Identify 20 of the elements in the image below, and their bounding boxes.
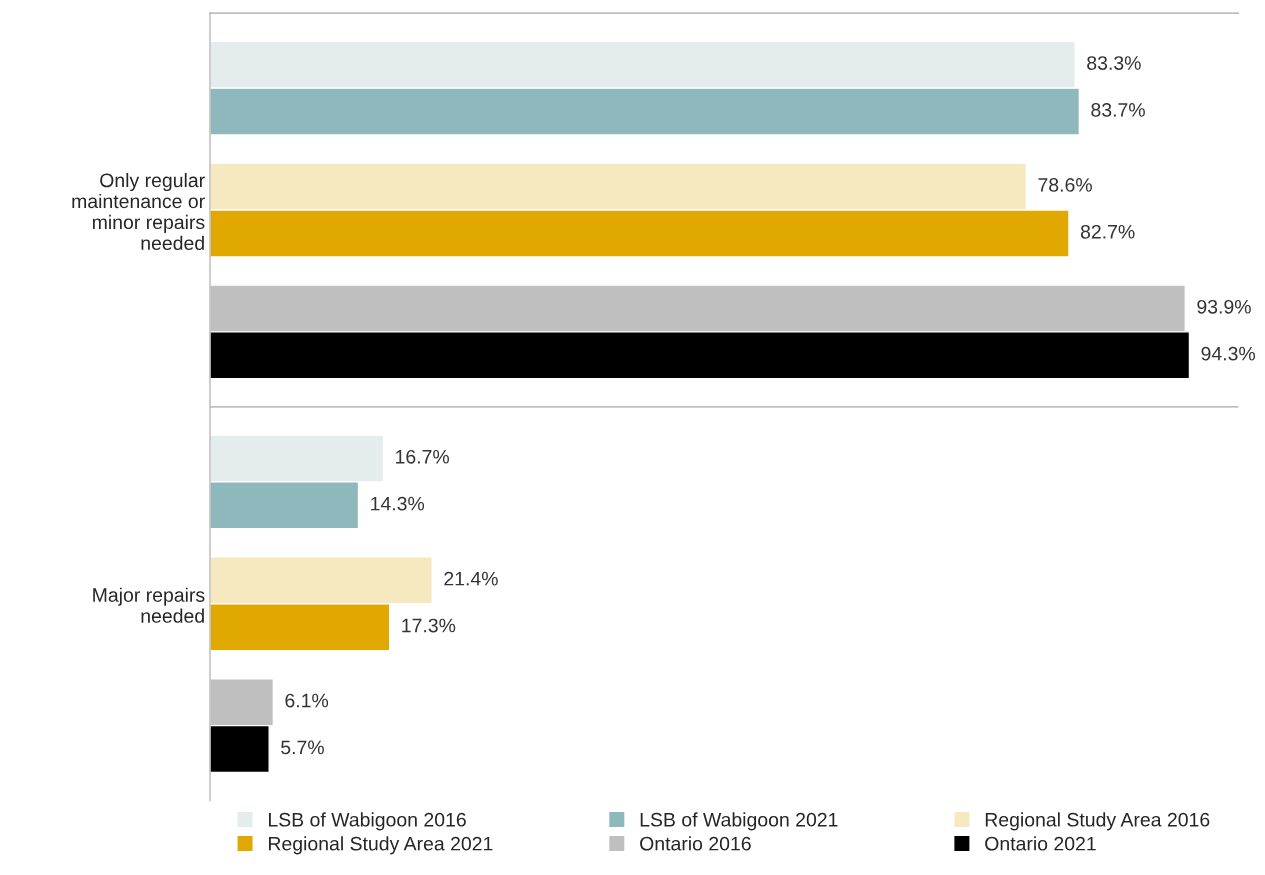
- data-label: 93.9%: [1197, 299, 1251, 314]
- data-label: 21.4%: [444, 571, 498, 586]
- legend-label: LSB of Wabigoon 2016: [269, 812, 466, 831]
- data-label: 14.3%: [371, 496, 425, 511]
- legend-label: Ontario 2016: [640, 836, 751, 851]
- data-label: 78.6%: [1038, 178, 1092, 192]
- y-tick-label: Major repairs needed: [93, 587, 205, 623]
- data-label: 17.3%: [402, 618, 456, 633]
- data-label: 82.7%: [1080, 224, 1135, 239]
- data-label: 5.7%: [281, 740, 324, 755]
- legend-label: LSB of Wabigoon 2021: [640, 812, 838, 831]
- y-tick-label: Only regular maintenance or minor repairs needed: [72, 172, 205, 251]
- data-label: 94.3%: [1201, 346, 1256, 361]
- data-label: 83.7%: [1091, 103, 1145, 117]
- data-label: 6.1%: [285, 693, 329, 708]
- legend-label: Regional Study Area 2016: [985, 812, 1210, 831]
- data-label: 16.7%: [396, 449, 449, 464]
- legend-label: Ontario 2021: [985, 836, 1096, 851]
- legend-label: Regional Study Area 2021: [269, 836, 493, 855]
- data-label: 83.3%: [1087, 56, 1141, 70]
